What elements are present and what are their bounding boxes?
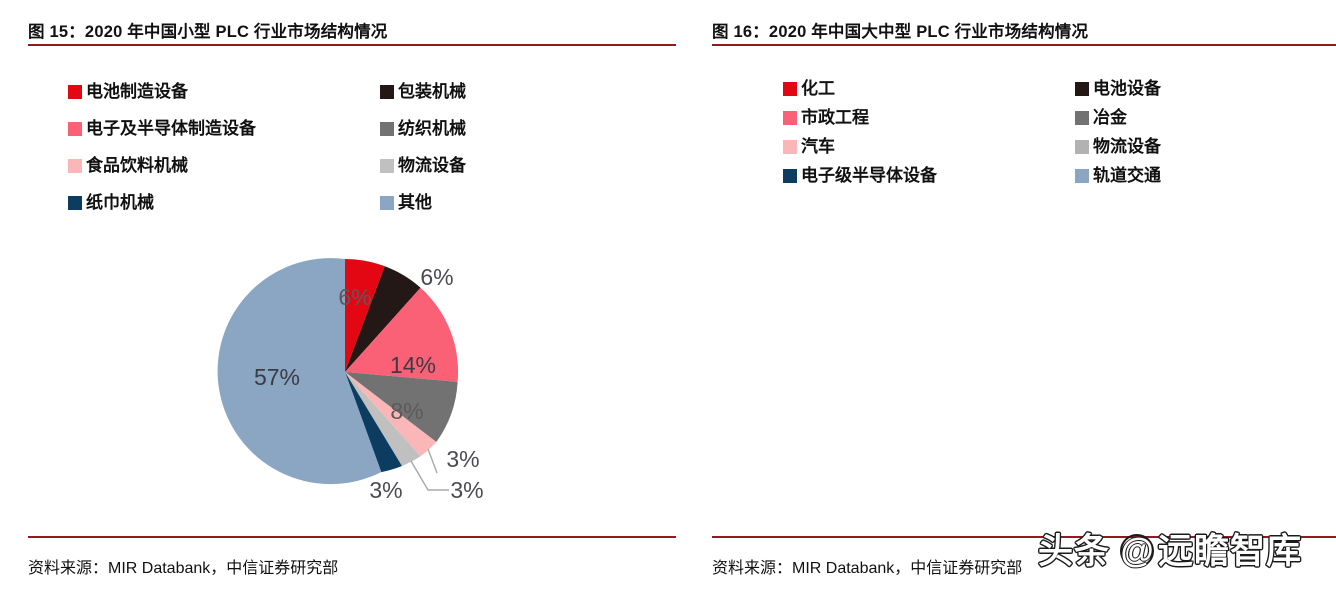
legend-item-food-beverage-machinery: 食品饮料机械 (68, 157, 380, 174)
figure-16-source-rule (712, 536, 1336, 538)
pie-slice-other (217, 258, 382, 485)
pie-value-tissue-machinery: 3% (369, 477, 402, 503)
legend-item-other: 其他 (380, 194, 466, 211)
legend-swatch-semiconductor-equipment (68, 121, 82, 136)
legend-swatch-logistics-equipment (1075, 139, 1089, 154)
pie-value-battery-equipment: 6% (338, 284, 371, 310)
pie-slice-food-beverage-machinery (345, 372, 437, 457)
legend-label-automobile: 汽车 (801, 137, 835, 156)
legend-label-municipal-engineering: 市政工程 (801, 108, 869, 127)
figure-15-title: 图 15：2020 年中国小型 PLC 行业市场结构情况 (28, 23, 388, 41)
legend-swatch-other (380, 195, 394, 210)
legend-label-battery-equipment: 电池设备 (1093, 79, 1161, 98)
legend-swatch-food-beverage-machinery (68, 158, 82, 173)
legend-item-textile-machinery: 纺织机械 (380, 120, 466, 137)
legend-label-semiconductor-equipment: 电子及半导体制造设备 (86, 119, 256, 138)
pie-value-food-beverage-machinery: 3% (446, 446, 479, 472)
pie-value-semiconductor-equipment: 14% (390, 352, 436, 378)
figure-15-source-rule (28, 536, 676, 538)
legend-item-battery-equipment: 电池制造设备 (68, 83, 380, 100)
legend-item-tissue-machinery: 纸巾机械 (68, 194, 380, 211)
leader-line-logistics-equipment (410, 460, 449, 491)
pie-slice-packaging-machinery (345, 266, 421, 372)
legend-label-metallurgy: 冶金 (1093, 108, 1127, 127)
legend-label-battery-equipment: 电池制造设备 (86, 82, 188, 101)
legend-item-logistics-equipment: 物流设备 (1075, 138, 1161, 155)
legend-item-metallurgy: 冶金 (1075, 109, 1161, 126)
pie-slice-tissue-machinery (345, 372, 402, 473)
legend-swatch-municipal-engineering (783, 110, 797, 125)
legend-label-chemical: 化工 (801, 79, 835, 98)
figure-15-title-rule (28, 44, 676, 46)
pie-value-textile-machinery: 8% (390, 398, 423, 424)
legend-swatch-automobile (783, 139, 797, 154)
legend-label-packaging-machinery: 包装机械 (398, 82, 466, 101)
legend-swatch-battery-equipment (68, 84, 82, 99)
figure-15-source: 资料来源：MIR Databank，中信证券研究部 (28, 560, 339, 577)
figure-15-legend: 电池制造设备 包装机械 电子及半导体制造设备 纺织机械 食品饮料机械 物流设备 … (68, 83, 466, 211)
legend-label-tissue-machinery: 纸巾机械 (86, 193, 154, 212)
legend-item-battery-equipment: 电池设备 (1075, 80, 1161, 97)
legend-label-food-beverage-machinery: 食品饮料机械 (86, 156, 188, 175)
legend-label-other: 其他 (398, 193, 432, 212)
legend-swatch-chemical (783, 81, 797, 96)
legend-swatch-logistics-equipment (380, 158, 394, 173)
figure-15-panel: 图 15：2020 年中国小型 PLC 行业市场结构情况 电池制造设备 包装机械… (28, 23, 676, 577)
figure-16-source: 资料来源：MIR Databank，中信证券研究部 (712, 560, 1023, 577)
figure-16-title: 图 16：2020 年中国大中型 PLC 行业市场结构情况 (712, 23, 1089, 41)
pie-value-packaging-machinery: 6% (420, 264, 453, 290)
legend-swatch-battery-equipment (1075, 81, 1089, 96)
legend-label-electronic-semiconductor-equipment: 电子级半导体设备 (801, 166, 937, 185)
legend-label-logistics-equipment: 物流设备 (398, 156, 466, 175)
pie-leader-lines (410, 448, 449, 491)
leader-line-food-beverage-3pct (427, 448, 438, 474)
legend-item-municipal-engineering: 市政工程 (783, 109, 1075, 126)
legend-swatch-rail-transit (1075, 168, 1089, 183)
legend-label-logistics-equipment: 物流设备 (1093, 137, 1161, 156)
legend-swatch-packaging-machinery (380, 84, 394, 99)
legend-swatch-tissue-machinery (68, 195, 82, 210)
legend-swatch-electronic-semiconductor-equipment (783, 168, 797, 183)
figure-16-legend: 化工 电池设备 市政工程 冶金 汽车 物流设备 电子级半导体设备 轨道交 (783, 80, 1161, 184)
legend-item-rail-transit: 轨道交通 (1075, 167, 1161, 184)
legend-item-chemical: 化工 (783, 80, 1075, 97)
legend-label-textile-machinery: 纺织机械 (398, 119, 466, 138)
legend-item-electronic-semiconductor-equipment: 电子级半导体设备 (783, 167, 1075, 184)
pie-slice-logistics-equipment (345, 372, 421, 466)
legend-item-automobile: 汽车 (783, 138, 1075, 155)
legend-item-semiconductor-equipment: 电子及半导体制造设备 (68, 120, 380, 137)
legend-item-packaging-machinery: 包装机械 (380, 83, 466, 100)
pie-value-other: 57% (254, 364, 300, 390)
figure-16-panel: 图 16：2020 年中国大中型 PLC 行业市场结构情况 化工 电池设备 市政… (690, 0, 1336, 591)
legend-item-logistics-equipment: 物流设备 (380, 157, 466, 174)
figure-16-title-rule (712, 44, 1336, 46)
pie-slice-semiconductor-equipment (345, 287, 459, 382)
legend-swatch-metallurgy (1075, 110, 1089, 125)
pie-chart-small-plc: 6% 6% 14% 8% 3% 3% 3% 57% (217, 258, 484, 503)
legend-label-rail-transit: 轨道交通 (1093, 166, 1161, 185)
pie-slices (217, 258, 459, 485)
pie-slice-battery-equipment (345, 259, 385, 372)
pie-slice-textile-machinery (345, 372, 458, 442)
pie-value-logistics-equipment: 3% (450, 477, 483, 503)
legend-swatch-textile-machinery (380, 121, 394, 136)
